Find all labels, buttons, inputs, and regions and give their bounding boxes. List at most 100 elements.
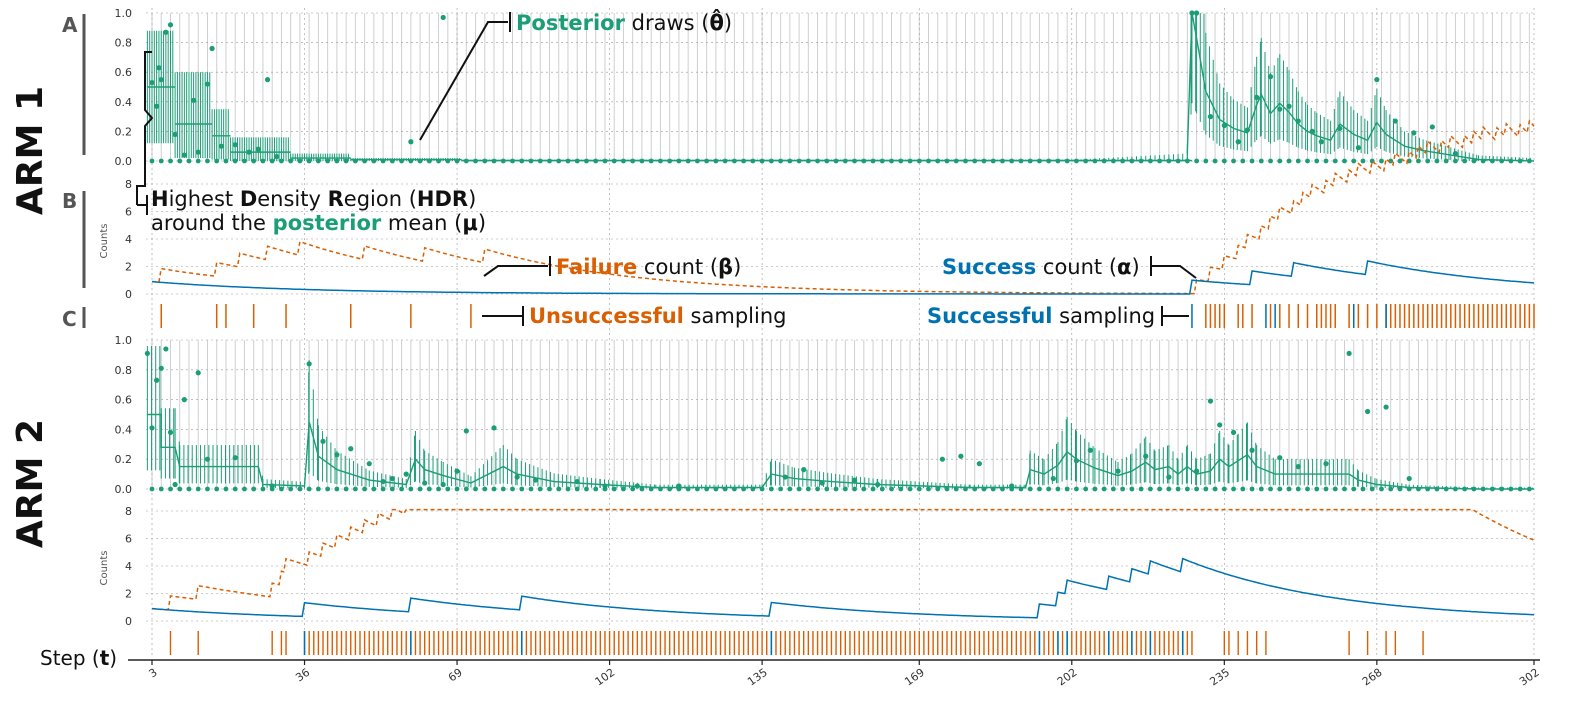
arm1-draw-point: [205, 158, 210, 164]
arm1-draw-point: [1110, 158, 1116, 164]
arm1-draw-point: [1184, 158, 1190, 164]
panel-letter-a: A: [62, 13, 78, 37]
arm1-draw-point: [195, 149, 201, 155]
arm1-draw-point: [741, 158, 747, 164]
arm1-draw-point: [168, 158, 173, 164]
arm2-draw-point: [658, 486, 663, 492]
arm2-draw-point: [1240, 486, 1246, 492]
arm1-draw-point: [246, 149, 252, 155]
arm1-draw-point: [264, 77, 271, 83]
arm2-draw-point: [1480, 486, 1486, 492]
arm2-draw-point: [510, 486, 515, 492]
arm1-draw-point: [1332, 158, 1338, 164]
x-tick-label: 302: [1517, 666, 1542, 689]
arm2-draw-point: [916, 486, 922, 492]
arm1-draw-point: [232, 142, 238, 148]
arm2-draw-point: [334, 486, 340, 492]
arm2-draw-point: [584, 486, 589, 492]
arm2-draw-point: [1365, 408, 1371, 415]
arm1-draw-point: [768, 158, 774, 164]
x-axis-label: Step (t): [40, 646, 117, 670]
arm2-draw-point: [1323, 486, 1329, 492]
arm1-draw-point: [1295, 158, 1301, 164]
arm1-draw-point: [1452, 151, 1459, 157]
arm2-draw-point: [574, 486, 580, 492]
arm2-draw-point: [408, 486, 414, 492]
arm2-draw-point: [242, 486, 247, 492]
arm1-draw-point: [916, 158, 922, 164]
arm1-draw-point: [1129, 158, 1135, 164]
arm2-draw-point: [436, 486, 441, 492]
arm2-draw-point: [935, 486, 941, 492]
arm1-counts-ytick: 2: [125, 261, 132, 274]
arm2-posterior-ytick: 0.8: [115, 364, 133, 377]
arm1-draw-point: [704, 158, 710, 164]
arm2-draw-point: [306, 361, 312, 367]
arm2-draw-point: [972, 486, 978, 492]
arm2-draw-point: [879, 486, 885, 492]
arm2-counts-ytick: 6: [125, 533, 132, 546]
arm1-draw-point: [440, 14, 446, 21]
arm1-draw-point: [889, 158, 894, 164]
arm1-draw-point: [149, 158, 155, 164]
arm2-draw-point: [1526, 486, 1532, 492]
arm2-draw-point: [1342, 486, 1347, 492]
arm2-draw-point: [348, 446, 354, 452]
arm1-draw-point: [343, 158, 349, 164]
arm1-draw-point: [1249, 158, 1255, 164]
arm1-draw-point: [408, 158, 414, 164]
arm2-draw-point: [593, 486, 599, 492]
arm2-draw-point: [491, 425, 497, 431]
arm1-draw-point: [195, 158, 201, 164]
x-tick-label: 69: [446, 666, 465, 685]
arm1-draw-point: [482, 158, 488, 164]
arm1-success-count-line: [151, 260, 1535, 295]
arm2-counts-ytick: 2: [125, 588, 132, 601]
arm1-draw-point: [1207, 114, 1214, 120]
annotation-hdr: Highest Density Region (HDR) around the …: [136, 51, 486, 235]
arm2-draw-point: [667, 486, 673, 492]
arm1-draw-point: [209, 45, 215, 52]
arm2-draw-point: [611, 486, 617, 492]
arm1-draw-point: [593, 158, 599, 164]
arm1-draw-point: [1092, 158, 1098, 164]
arm1-draw-point: [658, 158, 663, 164]
arm1-draw-point: [1323, 158, 1329, 164]
arm1-draw-point: [630, 158, 636, 164]
arm2-draw-point: [639, 486, 645, 492]
arm1-draw-point: [172, 131, 178, 137]
arm1-draw-point: [1462, 158, 1468, 164]
arm1-draw-point: [1305, 158, 1310, 164]
arm1-draw-point: [1318, 139, 1324, 145]
arm1-draw-point: [1009, 158, 1015, 164]
arm2-draw-point: [158, 486, 164, 492]
arm1-draw-point: [1064, 158, 1070, 164]
arm1-draw-point: [1429, 124, 1435, 130]
arm1-draw-point: [1018, 158, 1024, 164]
arm1-draw-point: [408, 139, 414, 145]
x-tick-label: 235: [1207, 666, 1232, 689]
arm1-draw-point: [1360, 158, 1366, 164]
arm2-draw-point: [565, 486, 571, 492]
x-tick-label: 268: [1360, 666, 1385, 689]
arm2-draw-point: [1305, 486, 1310, 492]
arm1-draw-point: [824, 158, 830, 164]
arm2-draw-point: [1129, 486, 1135, 492]
arm1-draw-point: [870, 158, 876, 164]
arm1-draw-point: [218, 143, 224, 149]
x-tick-label: 169: [902, 666, 927, 689]
arm2-draw-point: [990, 486, 996, 492]
panel-letter-b: B: [62, 189, 77, 213]
arm2-draw-point: [695, 486, 700, 492]
arm2-draw-point: [731, 486, 737, 492]
arm2-draw-point: [514, 474, 520, 480]
arm2-draw-point: [251, 486, 257, 492]
arm2-draw-point: [1193, 468, 1200, 474]
arm1-draw-point: [269, 158, 275, 164]
arm1-draw-point: [1147, 158, 1153, 164]
arm2-draw-point: [1397, 486, 1403, 492]
arm2-draw-point: [154, 377, 160, 383]
arm1-draw-point: [1074, 158, 1079, 164]
arm1-draw-point: [149, 79, 155, 86]
arm2-draw-point: [279, 486, 284, 492]
